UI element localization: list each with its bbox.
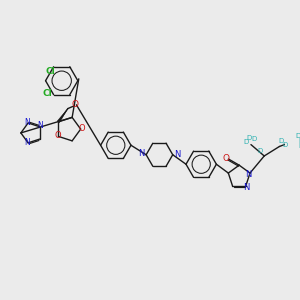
Text: D: D: [298, 138, 300, 144]
Text: D: D: [283, 142, 288, 148]
Text: D: D: [296, 133, 300, 139]
Text: O: O: [72, 100, 79, 109]
Text: D: D: [298, 143, 300, 149]
Text: N: N: [24, 118, 29, 127]
Text: D: D: [244, 139, 249, 145]
Text: N: N: [38, 121, 43, 130]
Text: D: D: [246, 135, 252, 141]
Text: O: O: [78, 124, 85, 133]
Text: O: O: [222, 154, 229, 163]
Text: N: N: [138, 149, 145, 158]
Text: N: N: [174, 150, 181, 159]
Text: O: O: [54, 131, 61, 140]
Text: N: N: [245, 170, 251, 179]
Text: Cl: Cl: [46, 67, 56, 76]
Text: Cl: Cl: [42, 89, 52, 98]
Text: D: D: [251, 136, 256, 142]
Text: D: D: [258, 148, 263, 154]
Text: D: D: [279, 138, 284, 144]
Polygon shape: [57, 109, 68, 123]
Text: N: N: [24, 138, 30, 147]
Text: N: N: [244, 183, 250, 192]
